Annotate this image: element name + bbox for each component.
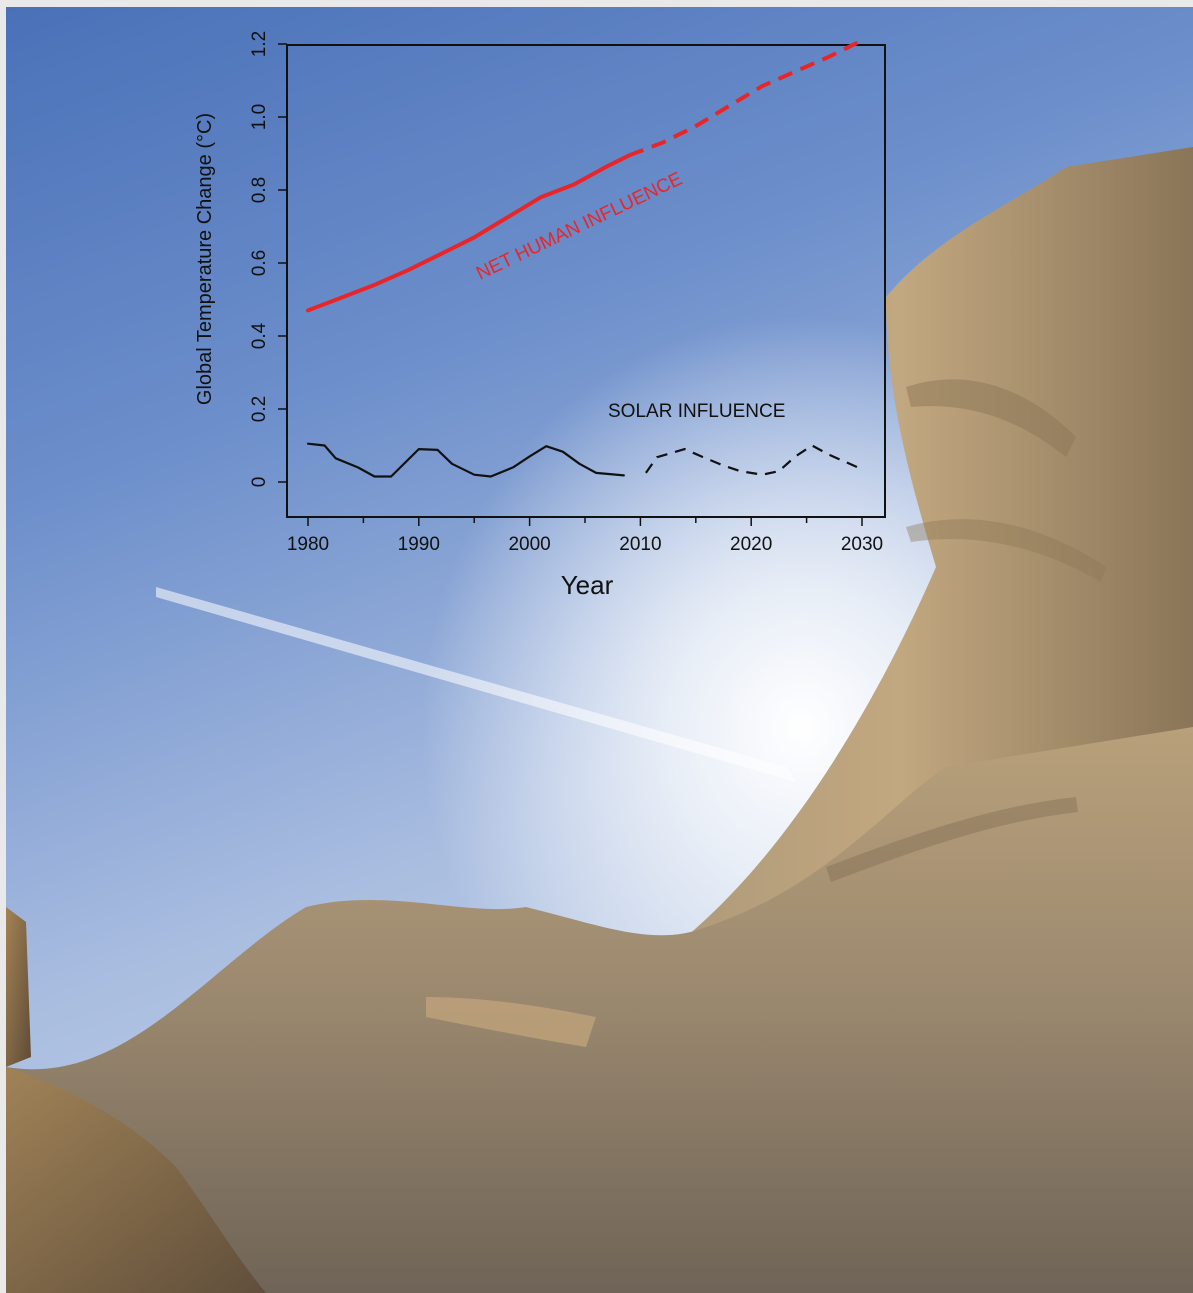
plot-frame — [286, 44, 886, 518]
x-tick-label: 2030 — [841, 534, 883, 555]
series-line-net-human-projected — [628, 38, 863, 158]
x-tick-label: 2020 — [730, 534, 772, 555]
series-label-net-human: NET HUMAN INFLUENCE — [473, 168, 686, 284]
x-tick-label: 1980 — [287, 534, 329, 555]
series-line-solar-observed — [306, 442, 625, 478]
y-tick-label: 0.6 — [249, 250, 270, 276]
series-lines — [306, 38, 863, 478]
y-tick-label: 1.2 — [249, 31, 270, 57]
x-tick-label: 2010 — [619, 534, 661, 555]
series-line-net-human-observed — [306, 153, 632, 313]
y-tick-label: 1.0 — [249, 104, 270, 130]
x-tick-label: 2000 — [508, 534, 550, 555]
series-label-solar: SOLAR INFLUENCE — [608, 401, 785, 422]
y-tick-label: 0.4 — [249, 322, 270, 349]
y-tick-label: 0.8 — [249, 177, 270, 203]
x-axis-title: Year — [561, 570, 614, 600]
series-labels: NET HUMAN INFLUENCE SOLAR INFLUENCE — [473, 168, 785, 422]
axes: 1980 1990 2000 2010 2020 2030 0 0.2 0.4 0.6 0.8 1.0… — [249, 31, 886, 555]
y-tick-label: 0 — [249, 477, 270, 488]
series-line-solar-projected — [645, 444, 863, 476]
x-tick-label: 1990 — [398, 534, 440, 555]
line-chart: 1980 1990 2000 2010 2020 2030 0 0.2 0.4 0.6 0.8 1.0… — [194, 31, 886, 600]
figure-frame: 1980 1990 2000 2010 2020 2030 0 0.2 0.4 0.6 0.8 1.0… — [6, 7, 1193, 1293]
canyon-photo-background — [6, 7, 1193, 1293]
y-axis-title: Global Temperature Change (°C) — [194, 113, 216, 405]
y-tick-label: 0.2 — [249, 396, 270, 422]
